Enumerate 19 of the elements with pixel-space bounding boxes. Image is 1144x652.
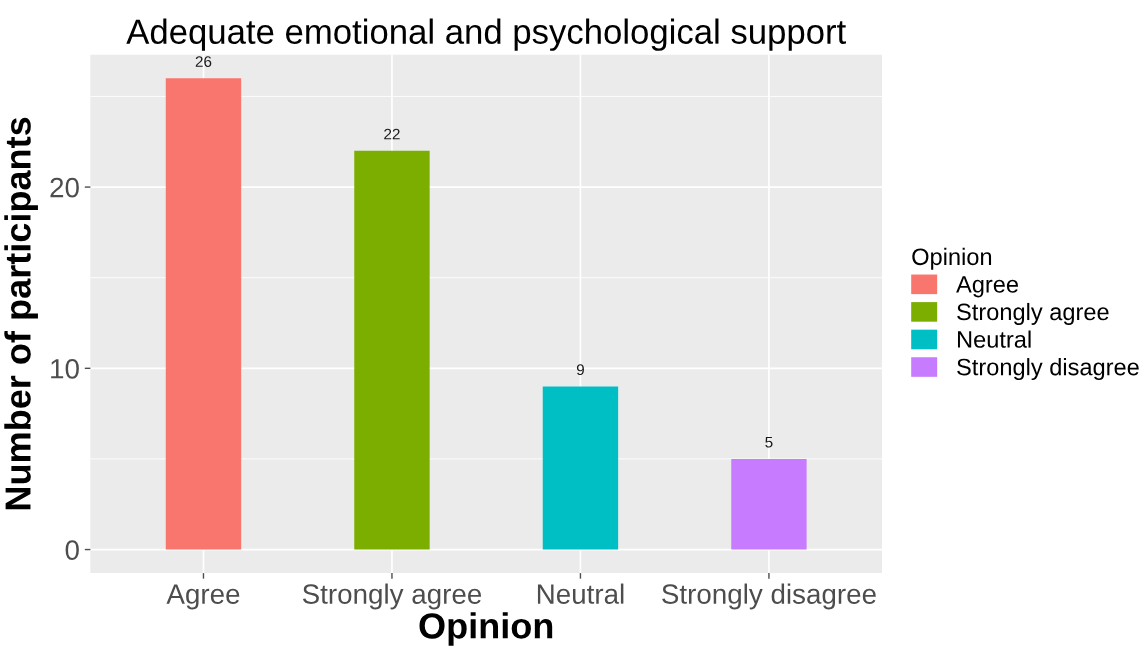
- data-label: 22: [384, 128, 400, 140]
- y-tick-label: 0: [65, 540, 79, 560]
- legend-title: Opinion: [912, 247, 992, 270]
- y-tick-label: 10: [51, 358, 79, 379]
- x-tick-label: Agree: [166, 584, 240, 610]
- chart-title: Adequate emotional and psychological support: [126, 18, 846, 51]
- x-tick-label: Strongly disagree: [662, 583, 876, 610]
- y-tick-label: 20: [50, 177, 79, 198]
- x-axis-title: Opinion: [419, 612, 553, 646]
- legend-label: Strongly disagree: [957, 358, 1139, 381]
- data-label: 9: [576, 364, 584, 376]
- legend-label: Agree: [956, 276, 1019, 298]
- x-tick-label: Neutral: [537, 583, 624, 604]
- data-label: 5: [765, 436, 773, 448]
- y-axis-title: Number of participants: [4, 117, 38, 510]
- legend-label: Neutral: [957, 330, 1031, 348]
- x-tick-label: Strongly agree: [302, 583, 482, 610]
- legend-label: Strongly agree: [957, 302, 1109, 325]
- data-label: 26: [195, 56, 212, 67]
